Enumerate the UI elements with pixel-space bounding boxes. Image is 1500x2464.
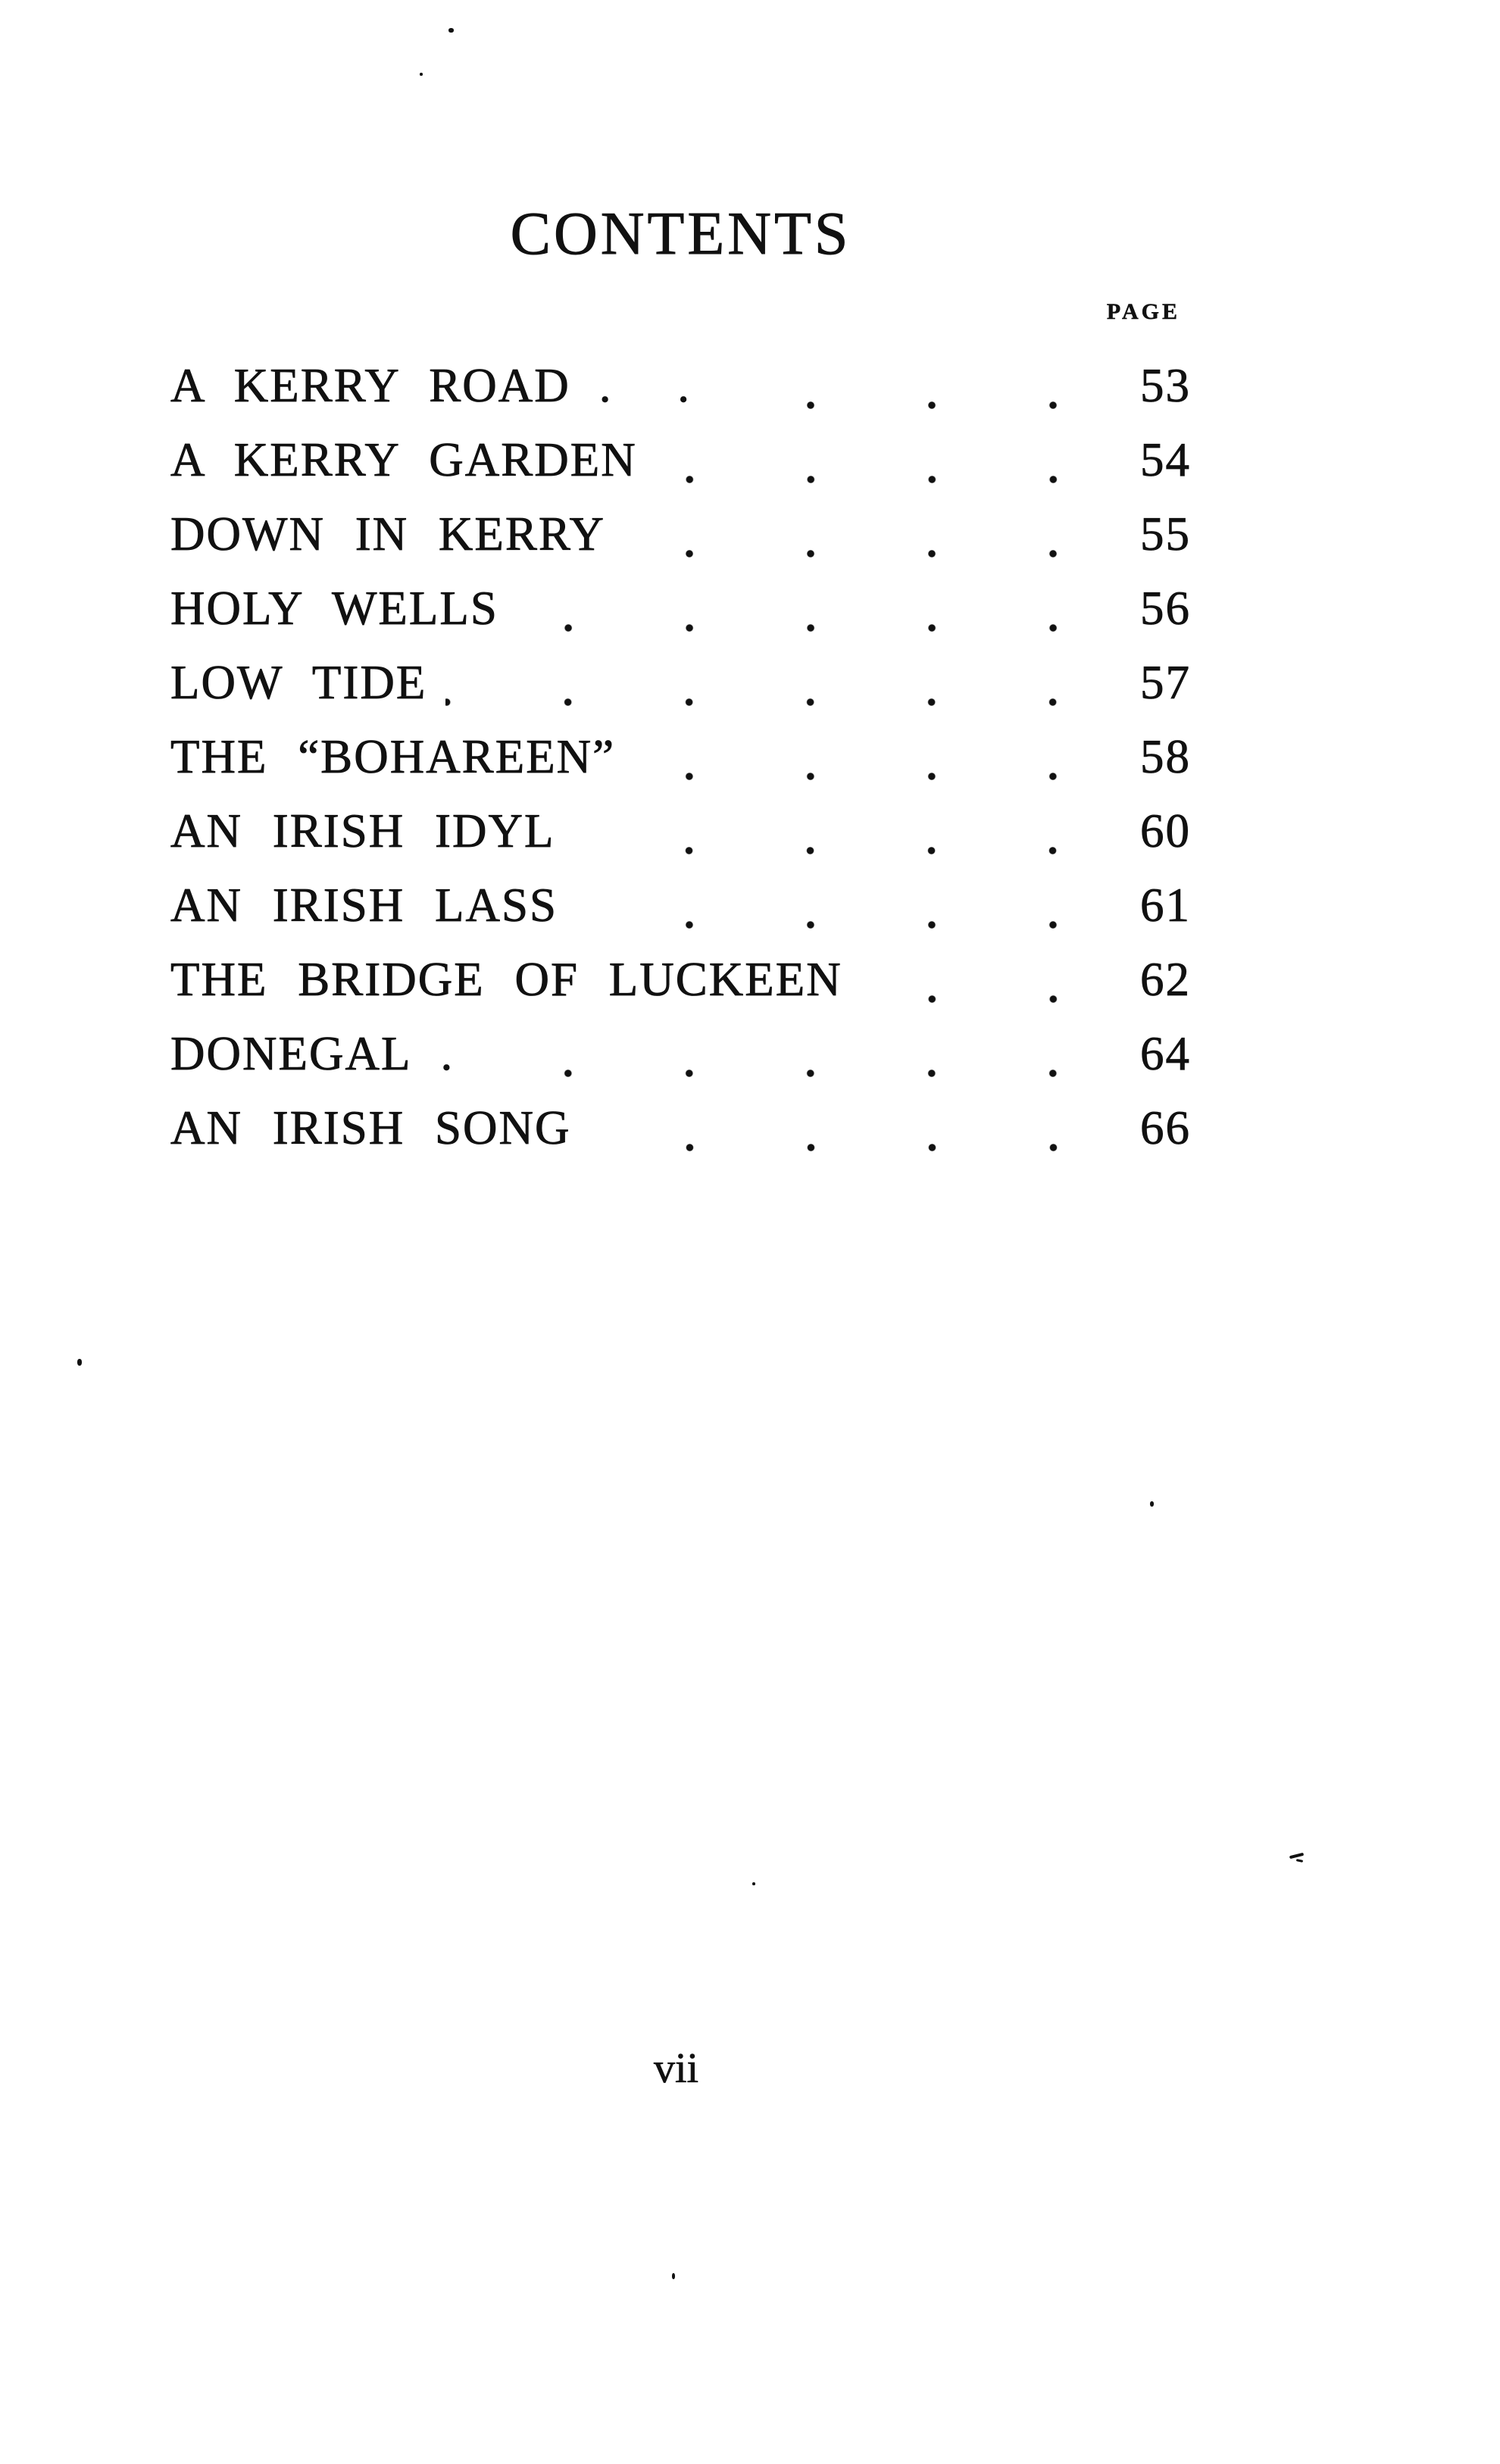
entry-title: DONEGAL: [170, 1027, 412, 1080]
ink-mark: [1289, 1851, 1308, 1865]
dot-leader: [454, 1069, 1139, 1078]
dot-leader: [615, 772, 1139, 781]
entry-page-number: 60: [1140, 804, 1191, 857]
entry-page-number: 55: [1140, 507, 1191, 561]
entry-suffix-dots: . .: [598, 359, 691, 412]
toc-entry: THE BRIDGE OF LUCKEEN 62: [170, 953, 1191, 1006]
entry-suffix-dots: .: [440, 1027, 455, 1080]
toc-entry: AN IRISH IDYL 60: [170, 807, 1191, 855]
entry-page-number: 66: [1140, 1101, 1191, 1154]
page-title: CONTENTS: [510, 201, 852, 267]
dot-leader: [605, 549, 1139, 558]
entry-page-number: 61: [1140, 879, 1191, 932]
entry-page-number: 64: [1140, 1027, 1191, 1080]
entry-page-number: 54: [1140, 433, 1191, 486]
ink-speck: [752, 1882, 755, 1885]
dot-leader: [637, 475, 1139, 484]
toc-entry: A KERRY ROAD . . 53: [170, 359, 1191, 412]
entry-page-number: 58: [1140, 730, 1191, 783]
ink-speck: [448, 28, 454, 33]
ink-mark-stroke: [1295, 1859, 1304, 1863]
toc-entry: THE “BOHAREEN” 58: [170, 730, 1191, 783]
entry-title: AN IRISH IDYL: [170, 804, 555, 857]
ink-speck: [420, 73, 423, 76]
toc-entry: DOWN IN KERRY 55: [170, 507, 1191, 561]
entry-title: A KERRY GARDEN: [170, 433, 637, 486]
dot-leader: [555, 846, 1139, 855]
dot-leader: [498, 623, 1139, 632]
entry-page-number: 53: [1140, 359, 1191, 412]
ink-speck: [672, 2273, 675, 2279]
entry-title: HOLY WELLS: [170, 582, 498, 635]
entry-page-number: 57: [1140, 656, 1191, 709]
toc-entry: LOW TIDE 57: [170, 656, 1191, 709]
entry-page-number: 62: [1140, 953, 1191, 1006]
dot-leader: [571, 1143, 1139, 1152]
folio-page-number: vii: [653, 2045, 699, 2092]
toc-entry: AN IRISH SONG 66: [170, 1104, 1191, 1152]
entry-title: THE BRIDGE OF LUCKEEN: [170, 953, 842, 1006]
dot-leader: [427, 698, 1139, 707]
entry-page-number: 56: [1140, 582, 1191, 635]
dot-leader: [842, 995, 1139, 1004]
ink-mark-stroke: [1289, 1852, 1305, 1860]
toc-entry: HOLY WELLS 56: [170, 582, 1191, 635]
toc-entry: DONEGAL . 64: [170, 1027, 1191, 1080]
dot-leader: [558, 920, 1139, 929]
ink-speck: [1150, 1501, 1154, 1507]
entry-title: DOWN IN KERRY: [170, 507, 605, 561]
dot-leader: [691, 401, 1139, 410]
entry-title: A KERRY ROAD: [170, 359, 570, 412]
entry-title: AN IRISH LASS: [170, 879, 558, 932]
entry-title: LOW TIDE: [170, 656, 427, 709]
ink-speck: [77, 1359, 82, 1366]
entry-title: THE “BOHAREEN”: [170, 730, 616, 783]
toc-entry: AN IRISH LASS 61: [170, 879, 1191, 932]
page-column-header: PAGE: [1106, 299, 1180, 324]
entry-title: AN IRISH SONG: [170, 1101, 571, 1154]
toc-entry: A KERRY GARDEN 54: [170, 436, 1191, 484]
